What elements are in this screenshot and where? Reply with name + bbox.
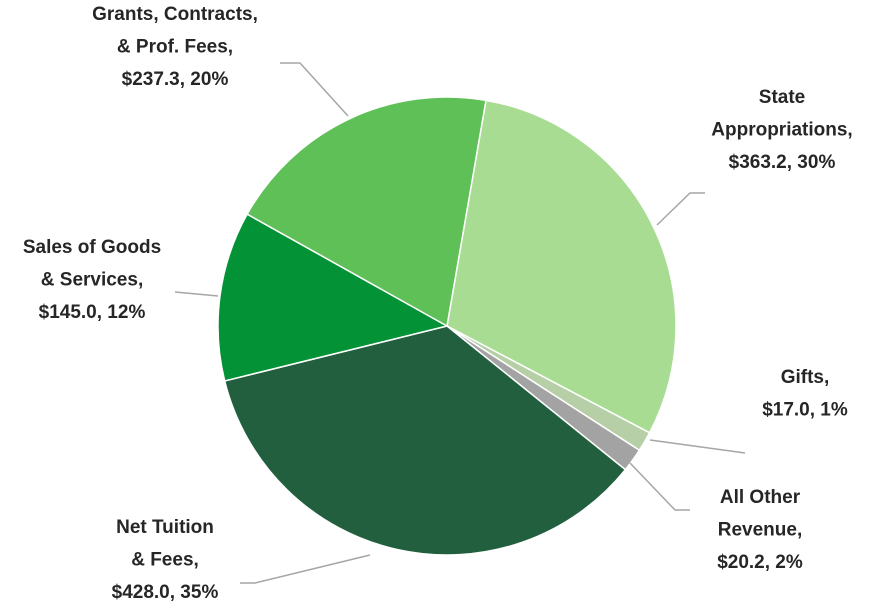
- slice-label: All Other Revenue,: [718, 487, 802, 541]
- slice-label: State Appropriations,: [711, 87, 852, 141]
- slice-label: Gifts,: [781, 367, 830, 388]
- value-label: $428.0, 35%: [112, 582, 219, 603]
- leader-line: [649, 439, 746, 454]
- slice-label: Grants, Contracts, & Prof. Fees,: [92, 4, 258, 58]
- value-label: $145.0, 12%: [39, 302, 146, 323]
- pie-slice: [223, 325, 627, 556]
- leader-line: [629, 462, 690, 511]
- leader-line: [174, 291, 219, 297]
- leader-line: [240, 554, 371, 584]
- value-label: $20.2, 2%: [717, 552, 803, 573]
- slice-label: Sales of Goods & Services,: [23, 237, 161, 291]
- leader-line: [656, 192, 705, 226]
- value-label: $363.2, 30%: [729, 152, 836, 173]
- slice-label: Net Tuition & Fees,: [116, 517, 214, 571]
- value-label: $17.0, 1%: [762, 400, 848, 421]
- value-label: $237.3, 20%: [122, 69, 229, 90]
- leader-line: [280, 62, 349, 117]
- pie-slice: [217, 213, 450, 382]
- pie-slice: [446, 99, 677, 434]
- pie-slice: [246, 96, 487, 328]
